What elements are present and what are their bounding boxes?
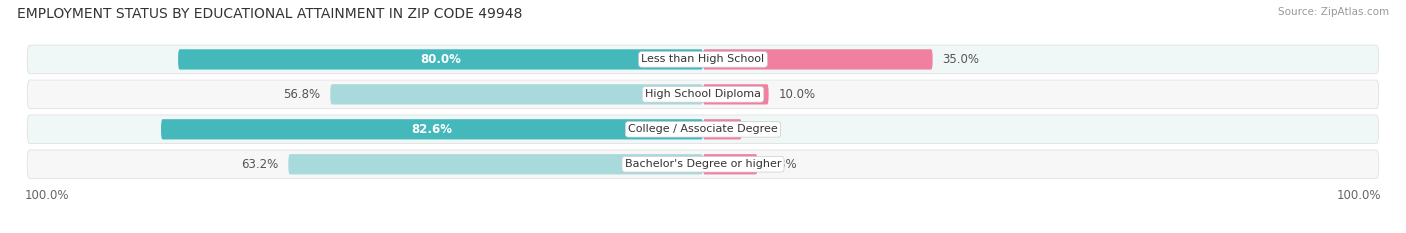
FancyBboxPatch shape — [162, 119, 703, 139]
FancyBboxPatch shape — [703, 84, 769, 104]
FancyBboxPatch shape — [703, 49, 932, 69]
FancyBboxPatch shape — [27, 45, 1379, 74]
Legend: In Labor Force, Unemployed: In Labor Force, Unemployed — [592, 229, 814, 233]
FancyBboxPatch shape — [703, 119, 742, 139]
FancyBboxPatch shape — [703, 154, 758, 174]
FancyBboxPatch shape — [288, 154, 703, 174]
FancyBboxPatch shape — [27, 115, 1379, 144]
Text: 8.3%: 8.3% — [768, 158, 797, 171]
Text: High School Diploma: High School Diploma — [645, 89, 761, 99]
FancyBboxPatch shape — [179, 49, 703, 69]
Text: Less than High School: Less than High School — [641, 55, 765, 64]
Text: 5.9%: 5.9% — [752, 123, 782, 136]
Text: 56.8%: 56.8% — [284, 88, 321, 101]
Text: 80.0%: 80.0% — [420, 53, 461, 66]
Text: Source: ZipAtlas.com: Source: ZipAtlas.com — [1278, 7, 1389, 17]
Text: 10.0%: 10.0% — [779, 88, 815, 101]
FancyBboxPatch shape — [27, 150, 1379, 178]
Text: Bachelor's Degree or higher: Bachelor's Degree or higher — [624, 159, 782, 169]
Text: College / Associate Degree: College / Associate Degree — [628, 124, 778, 134]
Text: 82.6%: 82.6% — [412, 123, 453, 136]
FancyBboxPatch shape — [27, 80, 1379, 109]
Text: EMPLOYMENT STATUS BY EDUCATIONAL ATTAINMENT IN ZIP CODE 49948: EMPLOYMENT STATUS BY EDUCATIONAL ATTAINM… — [17, 7, 522, 21]
FancyBboxPatch shape — [330, 84, 703, 104]
Text: 35.0%: 35.0% — [942, 53, 980, 66]
Text: 63.2%: 63.2% — [242, 158, 278, 171]
